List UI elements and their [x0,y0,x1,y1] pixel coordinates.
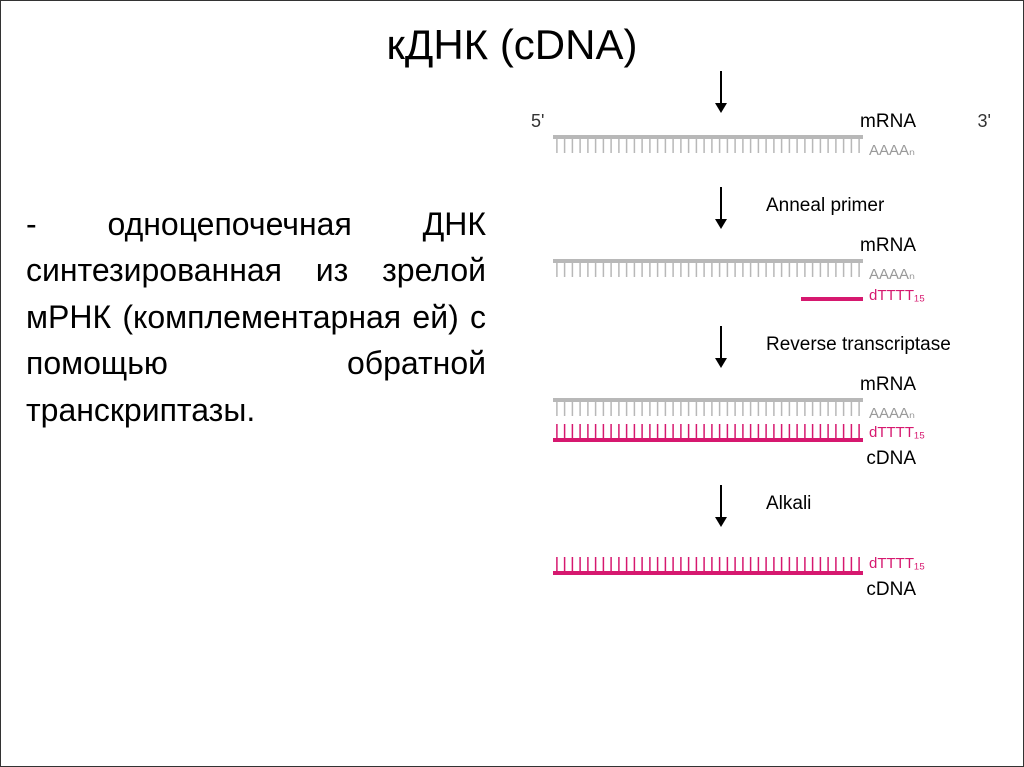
five-prime-label: 5' [531,111,544,132]
description-text: - одноцепочечная ДНК синтезированная из … [26,201,486,433]
step-alkali: Alkali [766,493,811,515]
polyt-label-2: dTTTT₁₅ [869,424,925,441]
block-mrna-cdna: mRNA AAAAₙ dTTTT₁₅ cDNA [531,376,1001,481]
polya-label-1: AAAAₙ [869,141,915,159]
polyt-label-1: dTTTT₁₅ [869,287,925,304]
page-title: кДНК (сDNA) [1,21,1023,69]
cdna-synthesis-diagram: 5' mRNA 3' AAAAₙ Anneal primer mRNA AAAA… [531,71,1001,751]
polya-label-3: AAAAₙ [869,404,915,422]
arrow-rt [711,326,731,368]
block-cdna: dTTTT₁₅ cDNA [531,535,1001,615]
block-mrna: 5' mRNA 3' AAAAₙ [531,113,1001,183]
arrow-alkali [711,485,731,527]
mrna-label-3: mRNA [860,374,916,396]
step-rt: Reverse transcriptase [766,334,951,356]
step-anneal: Anneal primer [766,195,884,217]
mrna-label-1: mRNA [860,111,916,133]
block-mrna-primer: mRNA AAAAₙ dTTTT₁₅ [531,237,1001,322]
mrna-label-2: mRNA [860,235,916,257]
polya-label-2: AAAAₙ [869,265,915,283]
cdna-label-1: cDNA [866,448,916,470]
three-prime-label: 3' [978,111,991,132]
arrow-initial [711,71,731,113]
cdna-label-2: cDNA [866,579,916,601]
polyt-label-3: dTTTT₁₅ [869,555,925,572]
arrow-anneal [711,187,731,229]
